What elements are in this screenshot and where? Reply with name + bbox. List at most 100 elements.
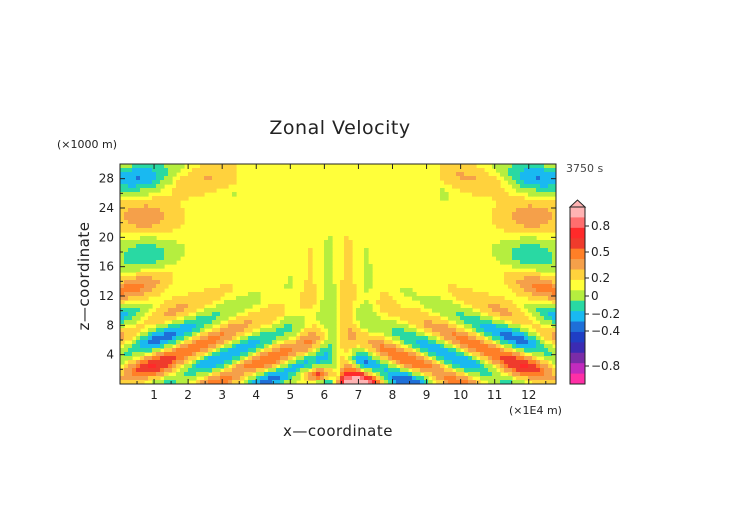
colorbar-swatch (570, 300, 585, 312)
field-cell (460, 172, 465, 177)
field-cell (540, 260, 545, 265)
field-cell (164, 228, 169, 233)
field-cell (292, 316, 297, 321)
field-cell (272, 352, 277, 357)
field-cell (500, 208, 505, 213)
field-cell (552, 216, 556, 221)
field-cell (516, 276, 521, 281)
field-cell (488, 332, 493, 337)
field-cell (308, 256, 313, 261)
field-cell (328, 280, 333, 285)
field-cell (324, 372, 329, 377)
field-cell (320, 336, 325, 341)
field-cell (396, 348, 401, 353)
field-cell (316, 376, 321, 381)
field-cell (192, 296, 197, 301)
field-cell (548, 216, 553, 221)
field-cell (536, 208, 541, 213)
field-cell (232, 308, 237, 313)
field-cell (308, 360, 313, 365)
field-cell (160, 212, 165, 217)
field-cell (184, 304, 189, 309)
field-cell (472, 360, 477, 365)
field-cell (144, 376, 149, 381)
field-cell (216, 368, 221, 373)
field-cell (196, 352, 201, 357)
field-cell (404, 376, 409, 381)
field-cell (204, 292, 209, 297)
time-label: 3750 s (566, 162, 603, 175)
field-cell (196, 364, 201, 369)
field-cell (544, 284, 549, 289)
field-cell (344, 348, 349, 353)
field-cell (552, 328, 556, 333)
field-cell (464, 320, 469, 325)
field-cell (528, 204, 533, 209)
field-cell (504, 308, 509, 313)
field-cell (376, 324, 381, 329)
field-cell (400, 380, 405, 384)
field-cell (360, 320, 365, 325)
field-cell (216, 356, 221, 361)
field-cell (440, 372, 445, 377)
field-cell (328, 248, 333, 253)
field-cell (348, 364, 353, 369)
field-cell (120, 380, 125, 384)
field-cell (128, 216, 133, 221)
field-cell (128, 360, 133, 365)
field-cell (304, 348, 309, 353)
field-cell (132, 308, 137, 313)
field-cell (444, 376, 449, 381)
field-cell (168, 280, 173, 285)
field-cell (120, 224, 125, 229)
field-cell (360, 332, 365, 337)
field-cell (140, 168, 145, 173)
field-cell (484, 292, 489, 297)
field-cell (484, 356, 489, 361)
field-cell (516, 196, 521, 201)
field-cell (200, 352, 205, 357)
field-cell (168, 376, 173, 381)
field-cell (372, 328, 377, 333)
field-cell (144, 360, 149, 365)
field-cell (348, 296, 353, 301)
field-cell (448, 328, 453, 333)
field-cell (292, 364, 297, 369)
field-cell (504, 212, 509, 217)
field-cell (356, 372, 361, 377)
field-cell (264, 316, 269, 321)
field-cell (480, 316, 485, 321)
field-cell (420, 376, 425, 381)
field-cell (440, 168, 445, 173)
field-cell (192, 356, 197, 361)
field-cell (328, 360, 333, 365)
field-cell (520, 240, 525, 245)
field-cell (144, 236, 149, 241)
field-cell (476, 368, 481, 373)
field-cell (552, 268, 556, 273)
field-cell (552, 244, 556, 249)
field-cell (204, 340, 209, 345)
field-cell (404, 288, 409, 293)
field-cell (256, 360, 261, 365)
field-cell (332, 296, 337, 301)
field-cell (532, 288, 537, 293)
field-cell (452, 292, 457, 297)
field-cell (276, 356, 281, 361)
field-cell (408, 288, 413, 293)
field-cell (516, 216, 521, 221)
field-cell (328, 296, 333, 301)
field-cell (448, 288, 453, 293)
field-cell (304, 360, 309, 365)
field-cell (224, 176, 229, 181)
field-cell (204, 380, 209, 384)
field-cell (488, 348, 493, 353)
field-cell (488, 184, 493, 189)
field-cell (164, 312, 169, 317)
field-cell (544, 172, 549, 177)
field-cell (356, 336, 361, 341)
field-cell (496, 332, 501, 337)
field-cell (180, 176, 185, 181)
field-cell (428, 364, 433, 369)
field-cell (404, 316, 409, 321)
